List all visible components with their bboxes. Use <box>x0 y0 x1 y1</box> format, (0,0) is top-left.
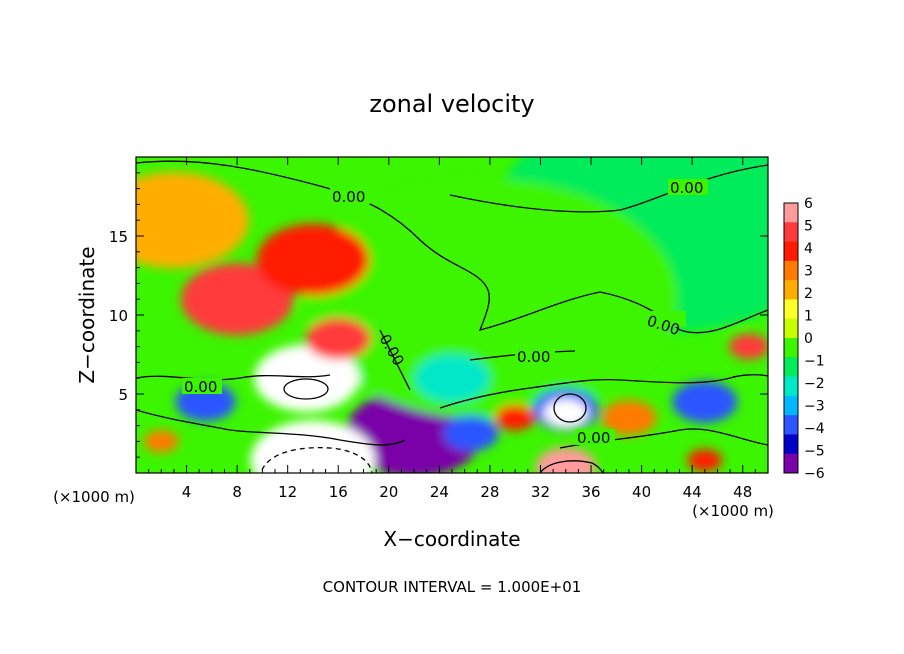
colorbar-swatch <box>784 222 798 242</box>
colorbar-swatch <box>784 203 798 223</box>
colorbar-swatch <box>784 415 798 435</box>
x-tick-label: 32 <box>531 483 550 501</box>
field-blob <box>672 381 738 423</box>
x-tick-label: 24 <box>430 483 449 501</box>
colorbar-swatch <box>784 241 798 262</box>
colorbar-label: −2 <box>804 376 825 392</box>
field-blob <box>687 449 723 472</box>
contour-line <box>136 374 331 381</box>
contour-label: 0.00 <box>670 179 703 197</box>
colorbar-label: 0 <box>804 331 813 347</box>
colorbar-swatch <box>784 357 798 377</box>
field-blob <box>143 430 179 453</box>
colorbar-label: 3 <box>804 264 813 280</box>
colorbar-label: 6 <box>804 196 813 212</box>
colorbar-swatch <box>784 376 798 397</box>
colorbar-label: −5 <box>804 444 825 460</box>
field-blob <box>543 398 589 428</box>
x-axis-label: X−coordinate <box>383 527 520 551</box>
colorbar-swatch <box>784 434 798 455</box>
contour-interval-note: CONTOUR INTERVAL = 1.000E+01 <box>323 578 582 596</box>
colorbar-label: 5 <box>804 219 813 235</box>
contour-line <box>449 164 768 213</box>
y-tick-label: 10 <box>109 307 128 325</box>
colorbar-label: −4 <box>804 421 825 437</box>
plot-area: 0.00 0.00 0.00 0.00 0.00 0.00 0.00 <box>136 157 768 473</box>
x-tick-label: 44 <box>683 483 702 501</box>
x-axis-ticks: 4 8 12 16 20 24 28 32 36 40 44 48 <box>148 157 756 501</box>
colorbar-label: −6 <box>804 466 825 482</box>
field-blob <box>254 344 360 412</box>
colorbar-swatch <box>784 318 798 339</box>
contour-line <box>261 446 373 473</box>
x-tick-label: 28 <box>480 483 499 501</box>
x-axis-unit: (×1000 m) <box>692 502 774 520</box>
y-axis-label: Z−coordinate <box>75 246 99 383</box>
contour-labels: 0.00 0.00 0.00 0.00 0.00 0.00 0.00 <box>182 179 708 447</box>
x-tick-label: 12 <box>278 483 297 501</box>
x-tick-label: 8 <box>232 483 242 501</box>
y-tick-label: 5 <box>118 386 128 404</box>
colorbar-swatch <box>784 453 798 474</box>
y-axis-unit: (×1000 m) <box>53 488 135 506</box>
field-blob <box>180 263 294 336</box>
colorbar-label: 4 <box>804 241 813 257</box>
colorbar-swatch <box>784 260 798 281</box>
x-tick-label: 4 <box>182 483 192 501</box>
contour-line <box>553 393 587 423</box>
field-blob <box>601 400 657 436</box>
field-blob <box>302 179 678 420</box>
x-tick-label: 36 <box>581 483 600 501</box>
x-tick-label: 48 <box>733 483 752 501</box>
x-tick-label: 16 <box>329 483 348 501</box>
contour-label: 0.00 <box>577 429 610 447</box>
colorbar-swatch <box>784 338 798 358</box>
field-blob <box>414 354 490 403</box>
contour-line <box>539 460 604 473</box>
field-blob <box>443 415 499 452</box>
contour-line <box>136 409 406 446</box>
contour-line <box>283 378 329 400</box>
field-blob <box>729 333 768 360</box>
colorbar-swatch <box>784 299 798 320</box>
colorbar-frame <box>783 202 799 474</box>
field-blob <box>305 317 371 360</box>
contour-label: 0.00 <box>332 188 365 206</box>
colorbar-swatch <box>784 395 798 416</box>
field-blob <box>495 404 536 431</box>
colorbar-label: 1 <box>804 309 813 325</box>
colorbar-label: −3 <box>804 399 825 415</box>
field-blob <box>136 172 249 269</box>
colorbar: 6 5 4 3 2 1 0 −1 −2 −3 −4 −5 −6 <box>783 196 825 482</box>
field-blob <box>535 447 596 473</box>
contour-label: 0.00 <box>184 378 217 396</box>
x-tick-label: 20 <box>379 483 398 501</box>
colorbar-swatch <box>784 280 798 300</box>
contour-line <box>379 329 411 391</box>
field-blob <box>256 223 370 296</box>
x-tick-label: 40 <box>632 483 651 501</box>
contour-line <box>439 374 768 409</box>
colorbar-label: −1 <box>804 354 825 370</box>
contour-label: 0.00 <box>517 348 550 366</box>
colorbar-label: 2 <box>804 286 813 302</box>
y-axis-ticks: 5 10 15 <box>109 172 768 458</box>
chart-title: zonal velocity <box>369 90 534 118</box>
y-tick-label: 15 <box>109 228 128 246</box>
